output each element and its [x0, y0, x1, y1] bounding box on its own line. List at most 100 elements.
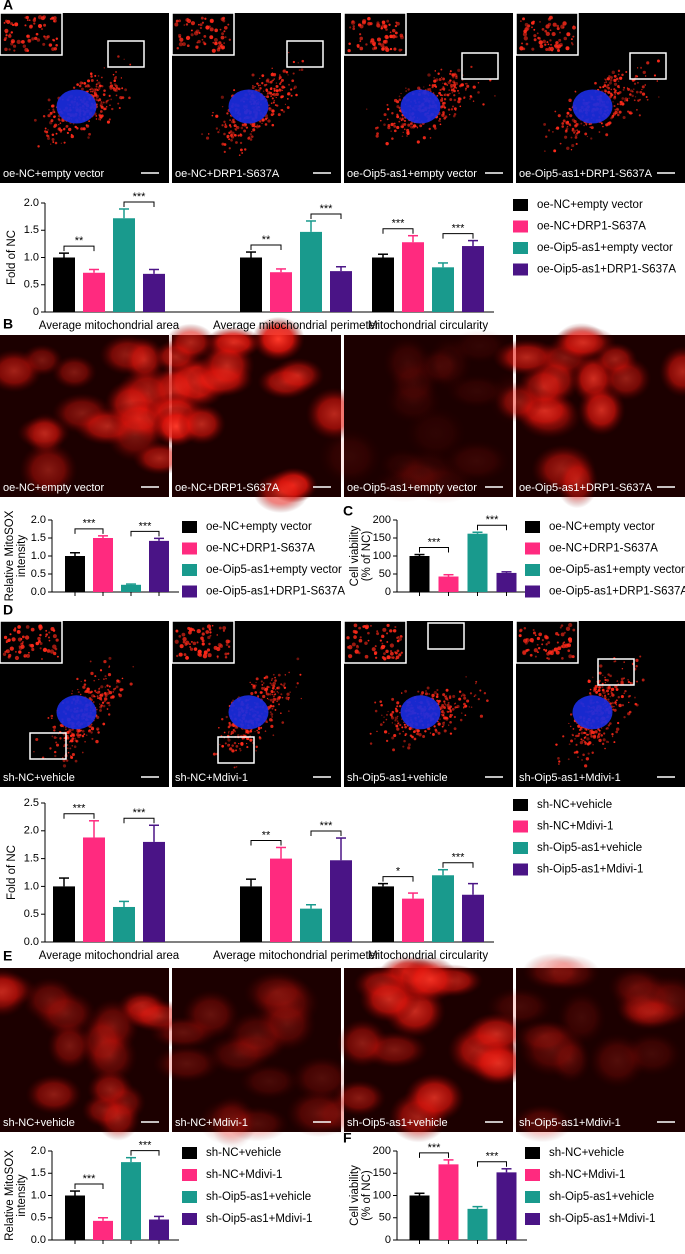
- micrograph: sh-Oip5-as1+vehicle: [343, 620, 513, 787]
- speckle: [227, 23, 230, 26]
- speckle: [387, 126, 391, 130]
- speckle: [568, 98, 572, 103]
- speckle: [376, 730, 378, 733]
- speckle: [390, 122, 394, 127]
- speckle: [70, 755, 74, 759]
- cell-blob: [152, 1044, 221, 1083]
- speckle: [102, 101, 105, 104]
- speckle: [90, 78, 94, 82]
- speckle: [594, 730, 598, 734]
- image-label: oe-Oip5-as1+empty vector: [347, 168, 477, 180]
- cell-blob: [253, 471, 309, 514]
- speckle: [175, 19, 179, 23]
- speckle: [83, 683, 87, 686]
- speckle: [265, 83, 268, 86]
- cell-blob: [35, 990, 97, 1037]
- speckle: [224, 655, 228, 659]
- significance-label: **: [262, 234, 271, 246]
- speckle: [447, 701, 450, 704]
- bar: [113, 218, 135, 312]
- speckle: [273, 99, 276, 102]
- image-label: oe-Oip5-as1+DRP1-S637A: [519, 482, 653, 494]
- y-tick-label: 1.0: [31, 550, 46, 562]
- speckle: [271, 691, 274, 694]
- speckle: [58, 127, 62, 131]
- speckle: [435, 695, 439, 699]
- y-tick-label: 200: [373, 1145, 391, 1157]
- speckle: [604, 79, 607, 81]
- speckle: [422, 136, 426, 140]
- y-tick-label: 50: [379, 568, 391, 580]
- speckle: [183, 24, 186, 26]
- speckle: [230, 135, 235, 139]
- speckle: [398, 48, 402, 52]
- speckle: [566, 643, 570, 647]
- speckle: [288, 697, 290, 699]
- speckle: [396, 125, 400, 130]
- speckle: [37, 145, 40, 148]
- speckle: [352, 25, 356, 28]
- bar: [240, 257, 262, 312]
- speckle: [99, 709, 102, 712]
- speckle: [450, 86, 453, 89]
- speckle: [398, 732, 401, 735]
- speckle: [246, 746, 249, 749]
- speckle: [287, 92, 291, 96]
- speckle: [482, 103, 485, 106]
- speckle: [447, 707, 451, 710]
- speckle: [283, 686, 287, 690]
- speckle: [257, 731, 260, 734]
- speckle: [608, 121, 612, 125]
- speckle: [12, 44, 17, 48]
- speckle: [233, 766, 236, 769]
- speckle: [95, 739, 99, 744]
- speckle: [271, 677, 274, 680]
- speckle: [236, 126, 240, 130]
- speckle: [573, 120, 577, 124]
- speckle: [271, 686, 275, 690]
- speckle: [72, 734, 76, 737]
- speckle: [209, 19, 214, 24]
- speckle: [622, 88, 625, 91]
- speckle: [544, 635, 548, 640]
- speckle: [223, 25, 228, 30]
- speckle: [174, 22, 179, 27]
- speckle: [470, 706, 473, 708]
- speckle: [569, 114, 573, 118]
- speckle: [204, 17, 207, 20]
- speckle: [402, 745, 405, 748]
- speckle: [379, 639, 382, 642]
- speckle: [249, 138, 253, 141]
- speckle: [547, 129, 551, 132]
- speckle: [396, 727, 400, 731]
- cell-blob: [0, 349, 43, 393]
- speckle: [464, 89, 467, 91]
- speckle: [378, 42, 381, 46]
- speckle: [76, 677, 79, 681]
- speckle: [392, 629, 397, 633]
- speckle: [51, 714, 54, 717]
- speckle: [216, 646, 221, 652]
- speckle: [370, 624, 372, 627]
- speckle: [266, 117, 269, 119]
- legend-swatch: [525, 542, 540, 555]
- speckle: [274, 689, 277, 691]
- speckle: [282, 69, 287, 73]
- speckle: [176, 654, 179, 658]
- speckle: [425, 690, 427, 692]
- speckle: [549, 39, 552, 42]
- speckle: [614, 660, 617, 663]
- speckle: [34, 36, 38, 41]
- cell-blob: [272, 357, 325, 393]
- speckle: [280, 81, 282, 84]
- speckle: [553, 149, 557, 153]
- speckle: [17, 625, 21, 629]
- speckle: [450, 108, 454, 111]
- speckle: [63, 739, 66, 742]
- speckle: [256, 125, 258, 128]
- speckle: [104, 697, 108, 701]
- speckle: [376, 37, 382, 42]
- legend-swatch: [525, 585, 540, 598]
- speckle: [428, 87, 432, 91]
- speckle: [226, 134, 230, 138]
